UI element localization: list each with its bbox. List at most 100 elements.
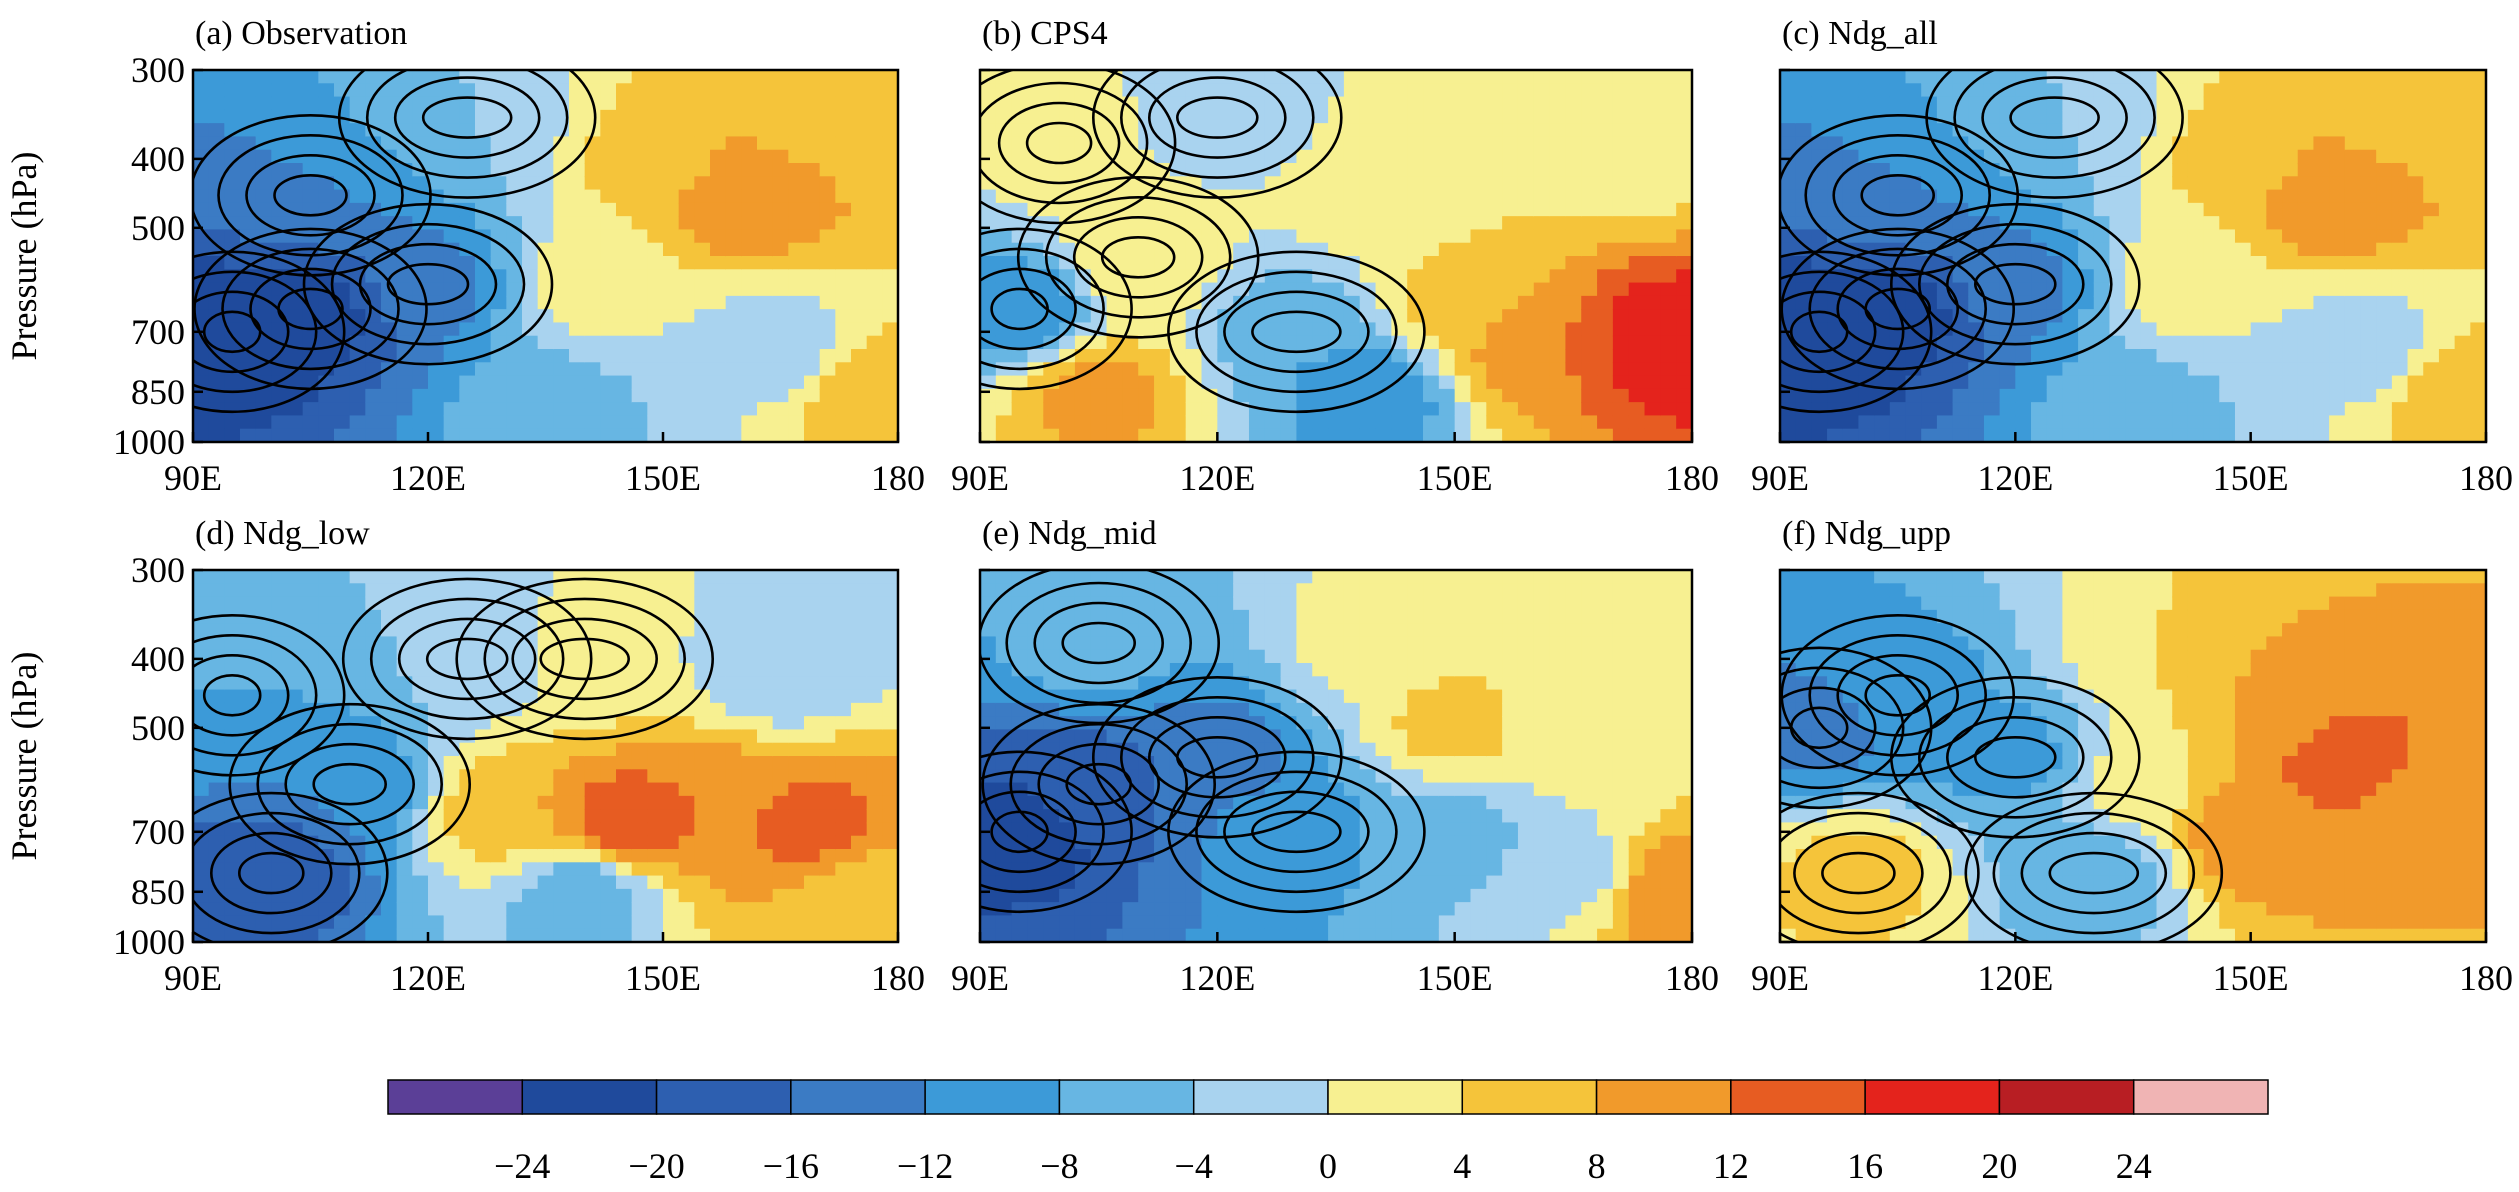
field-cell — [1185, 362, 1203, 377]
field-cell — [569, 415, 586, 430]
field-cell — [663, 335, 680, 350]
field-cell — [631, 716, 649, 731]
field-cell — [2423, 322, 2440, 337]
field-cell — [2391, 322, 2409, 337]
field-cell — [1312, 149, 1329, 164]
field-cell — [334, 163, 351, 178]
field-cell — [1905, 362, 1922, 377]
field-cell — [2250, 322, 2268, 337]
field-cell — [1391, 375, 1408, 390]
field-cell — [224, 689, 241, 704]
field-cell — [2423, 229, 2440, 244]
field-cell — [835, 70, 852, 85]
field-cell — [412, 689, 429, 704]
field-cell — [506, 402, 523, 417]
field-cell — [2438, 70, 2456, 85]
field-cell — [553, 809, 570, 824]
field-cell — [475, 375, 492, 390]
field-cell — [710, 902, 727, 917]
field-cell — [2438, 136, 2456, 151]
field-cell — [647, 375, 664, 390]
field-cell — [1952, 388, 1970, 403]
field-cell — [1106, 349, 1124, 364]
field-cell — [1296, 202, 1314, 217]
field-cell — [1438, 375, 1456, 390]
field-cell — [1375, 163, 1393, 178]
field-cell — [1470, 96, 1488, 111]
field-cell — [1842, 309, 1860, 324]
field-cell — [647, 309, 664, 324]
field-cell — [302, 862, 320, 877]
field-cell — [2109, 269, 2126, 284]
panel-title: (b) CPS4 — [982, 15, 1108, 52]
field-cell — [255, 349, 273, 364]
field-cell — [1454, 349, 1472, 364]
field-cell — [2344, 123, 2362, 138]
field-cell — [1011, 309, 1029, 324]
field-cell — [647, 915, 664, 930]
field-cell — [318, 782, 335, 797]
field-cell — [2438, 362, 2456, 377]
field-cell — [1502, 136, 1519, 151]
field-cell — [2062, 83, 2079, 98]
field-cell — [1905, 189, 1922, 204]
field-cell — [365, 570, 382, 585]
field-cell — [349, 570, 367, 585]
field-cell — [1011, 163, 1029, 178]
field-cell — [741, 202, 758, 217]
field-cell — [1999, 388, 2017, 403]
field-cell — [788, 349, 805, 364]
field-cell — [866, 335, 884, 350]
field-cell — [2266, 163, 2283, 178]
field-cell — [1644, 388, 1662, 403]
field-cell — [318, 295, 335, 310]
field-cell — [1423, 362, 1440, 377]
field-cell — [1138, 202, 1155, 217]
field-cell — [1217, 402, 1234, 417]
field-cell — [1795, 216, 1813, 231]
field-cell — [678, 375, 696, 390]
field-cell — [772, 256, 790, 271]
field-cell — [490, 862, 508, 877]
field-cell — [1628, 176, 1646, 191]
field-cell — [412, 96, 429, 111]
contour-line — [2009, 96, 2100, 139]
field-cell — [2470, 428, 2486, 442]
field-cell — [1811, 96, 1828, 111]
field-cell — [2109, 229, 2126, 244]
field-cell — [600, 902, 617, 917]
field-cell — [2015, 136, 2032, 151]
field-cell — [522, 888, 539, 903]
field-cell — [1889, 163, 1907, 178]
field-cell — [710, 163, 727, 178]
field-cell — [835, 216, 852, 231]
field-cell — [396, 322, 414, 337]
field-cell — [1486, 70, 1503, 85]
field-cell — [255, 309, 273, 324]
field-cell — [365, 583, 382, 598]
field-cell — [271, 623, 288, 638]
field-cell — [2172, 322, 2189, 337]
field-cell — [2329, 362, 2346, 377]
field-cell — [2015, 282, 2032, 297]
field-cell — [647, 202, 664, 217]
field-cell — [866, 415, 884, 430]
field-cell — [1905, 83, 1922, 98]
field-cell — [1565, 136, 1583, 151]
field-cell — [882, 163, 898, 178]
field-cell — [757, 136, 774, 151]
field-cell — [396, 415, 414, 430]
field-cell — [1549, 123, 1567, 138]
field-cell — [1502, 149, 1519, 164]
field-cell — [2062, 322, 2079, 337]
field-cell — [1676, 202, 1692, 217]
field-cell — [2313, 96, 2330, 111]
field-cell — [412, 649, 429, 664]
field-cell — [302, 216, 320, 231]
field-cell — [819, 388, 837, 403]
field-cell — [349, 609, 367, 624]
field-cell — [2407, 149, 2425, 164]
field-cell — [1581, 163, 1598, 178]
field-cell — [647, 809, 664, 824]
field-cell — [506, 202, 523, 217]
